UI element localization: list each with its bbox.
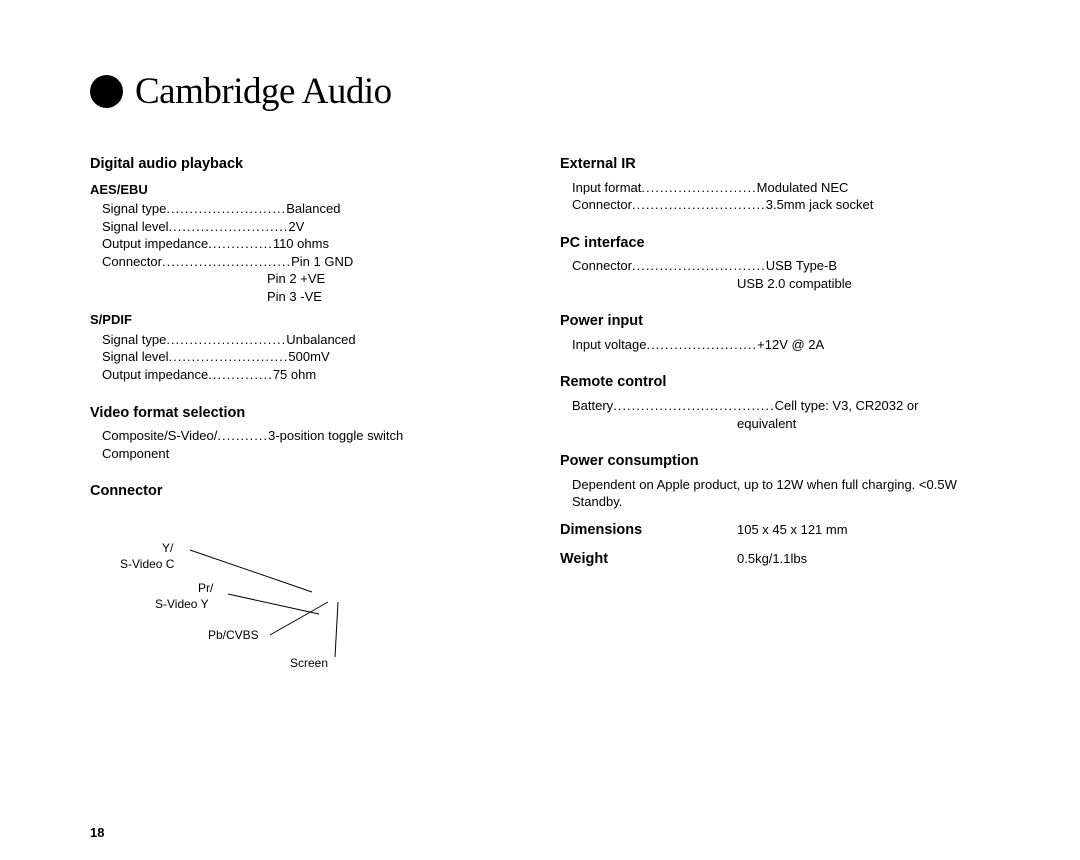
- spec-value: 3-position toggle switch: [268, 427, 403, 445]
- spec-row: Signal level .......................... …: [90, 348, 500, 366]
- spec-value: 3.5mm jack socket: [766, 196, 874, 214]
- brand-logo: Cambridge Audio: [90, 70, 1000, 113]
- weight-value: 0.5kg/1.1lbs: [737, 550, 807, 570]
- heading-power-input: Power input: [560, 312, 970, 332]
- page-number: 18: [90, 825, 104, 840]
- spec-label: Output impedance: [90, 235, 208, 253]
- spec-value: +12V @ 2A: [757, 336, 824, 354]
- heading-video-format: Video format selection: [90, 404, 500, 424]
- spec-dots: ........................: [646, 336, 757, 354]
- spec-label: Signal type: [90, 331, 166, 349]
- spec-row: Composite/S-Video/ ........... 3-positio…: [90, 427, 500, 445]
- spec-label: Signal level: [90, 218, 169, 236]
- spec-row: Connector ............................ P…: [90, 253, 500, 271]
- heading-digital-audio: Digital audio playback: [90, 155, 500, 175]
- subheading-aes-ebu: AES/EBU: [90, 181, 500, 199]
- right-column: External IR Input format ...............…: [560, 155, 970, 692]
- diagram-label-y: Y/: [162, 540, 173, 556]
- spec-continuation: Pin 2 +VE: [90, 270, 500, 288]
- spec-continuation: Pin 3 -VE: [90, 288, 500, 306]
- spec-value: Cell type: V3, CR2032 or: [775, 397, 919, 415]
- spec-label: Composite/S-Video/: [90, 427, 217, 445]
- spec-value: Modulated NEC: [757, 179, 849, 197]
- diagram-label-svideo-y: S-Video Y: [155, 596, 209, 612]
- spec-value: 110 ohms: [273, 235, 329, 253]
- connector-diagram: Y/ S-Video C Pr/ S-Video Y Pb/CVBS Scree…: [90, 522, 410, 692]
- spec-label: Battery: [560, 397, 613, 415]
- spec-row: Battery ................................…: [560, 397, 970, 415]
- diagram-label-screen: Screen: [290, 655, 328, 671]
- spec-dots: ..............: [208, 235, 273, 253]
- spec-page: Cambridge Audio Digital audio playback A…: [0, 0, 1080, 860]
- heading-dimensions: Dimensions: [560, 521, 737, 541]
- heading-power-consumption: Power consumption: [560, 452, 970, 472]
- spec-continuation: Component: [90, 445, 500, 463]
- spec-value: Unbalanced: [286, 331, 355, 349]
- spec-row: Output impedance .............. 75 ohm: [90, 366, 500, 384]
- spec-value: Balanced: [286, 200, 340, 218]
- spec-row: Input voltage ........................ +…: [560, 336, 970, 354]
- spec-row: Output impedance .............. 110 ohms: [90, 235, 500, 253]
- spec-row: Connector ............................. …: [560, 196, 970, 214]
- spec-dots: ..........................: [169, 218, 289, 236]
- spec-value: Pin 1 GND: [291, 253, 353, 271]
- spec-row: Dimensions 105 x 45 x 121 mm: [560, 521, 970, 541]
- spec-columns: Digital audio playback AES/EBU Signal ty…: [90, 155, 1000, 692]
- spec-dots: ...........: [217, 427, 268, 445]
- spec-label: Connector: [90, 253, 162, 271]
- spec-label: Input format: [560, 179, 641, 197]
- left-column: Digital audio playback AES/EBU Signal ty…: [90, 155, 500, 692]
- spec-row: Weight 0.5kg/1.1lbs: [560, 550, 970, 570]
- spec-row: Signal type .......................... U…: [90, 331, 500, 349]
- spec-row: Input format ......................... M…: [560, 179, 970, 197]
- spec-label: Signal type: [90, 200, 166, 218]
- spec-value: 500mV: [288, 348, 329, 366]
- spec-continuation: equivalent: [560, 415, 970, 433]
- spec-label: Input voltage: [560, 336, 646, 354]
- spec-value: USB Type-B: [766, 257, 837, 275]
- spec-dots: .............................: [632, 196, 766, 214]
- heading-external-ir: External IR: [560, 155, 970, 175]
- spec-dots: .........................: [641, 179, 756, 197]
- spec-dots: .............................: [632, 257, 766, 275]
- logo-circle-icon: [90, 75, 123, 108]
- spec-label: Output impedance: [90, 366, 208, 384]
- spec-row: Signal type .......................... B…: [90, 200, 500, 218]
- heading-remote-control: Remote control: [560, 373, 970, 393]
- dimensions-value: 105 x 45 x 121 mm: [737, 521, 848, 541]
- spec-row: Connector ............................. …: [560, 257, 970, 275]
- diagram-label-svideo-c: S-Video C: [120, 556, 174, 572]
- spec-row: Signal level .......................... …: [90, 218, 500, 236]
- subheading-spdif: S/PDIF: [90, 311, 500, 329]
- spec-label: Connector: [560, 196, 632, 214]
- spec-dots: ..........................: [166, 200, 286, 218]
- spec-continuation: USB 2.0 compatible: [560, 275, 970, 293]
- spec-value: 2V: [288, 218, 304, 236]
- heading-connector: Connector: [90, 482, 500, 502]
- brand-name: Cambridge Audio: [135, 70, 392, 113]
- spec-dots: ..........................: [169, 348, 289, 366]
- power-consumption-note: Dependent on Apple product, up to 12W wh…: [560, 476, 970, 511]
- diagram-label-pb-cvbs: Pb/CVBS: [208, 627, 259, 643]
- heading-weight: Weight: [560, 550, 737, 570]
- spec-label: Connector: [560, 257, 632, 275]
- spec-dots: ..........................: [166, 331, 286, 349]
- heading-pc-interface: PC interface: [560, 234, 970, 254]
- spec-dots: ...................................: [613, 397, 774, 415]
- spec-dots: ............................: [162, 253, 291, 271]
- spec-label: Signal level: [90, 348, 169, 366]
- connector-lines-icon: [90, 522, 410, 692]
- diagram-label-pr: Pr/: [198, 580, 213, 596]
- spec-dots: ..............: [208, 366, 273, 384]
- spec-value: 75 ohm: [273, 366, 316, 384]
